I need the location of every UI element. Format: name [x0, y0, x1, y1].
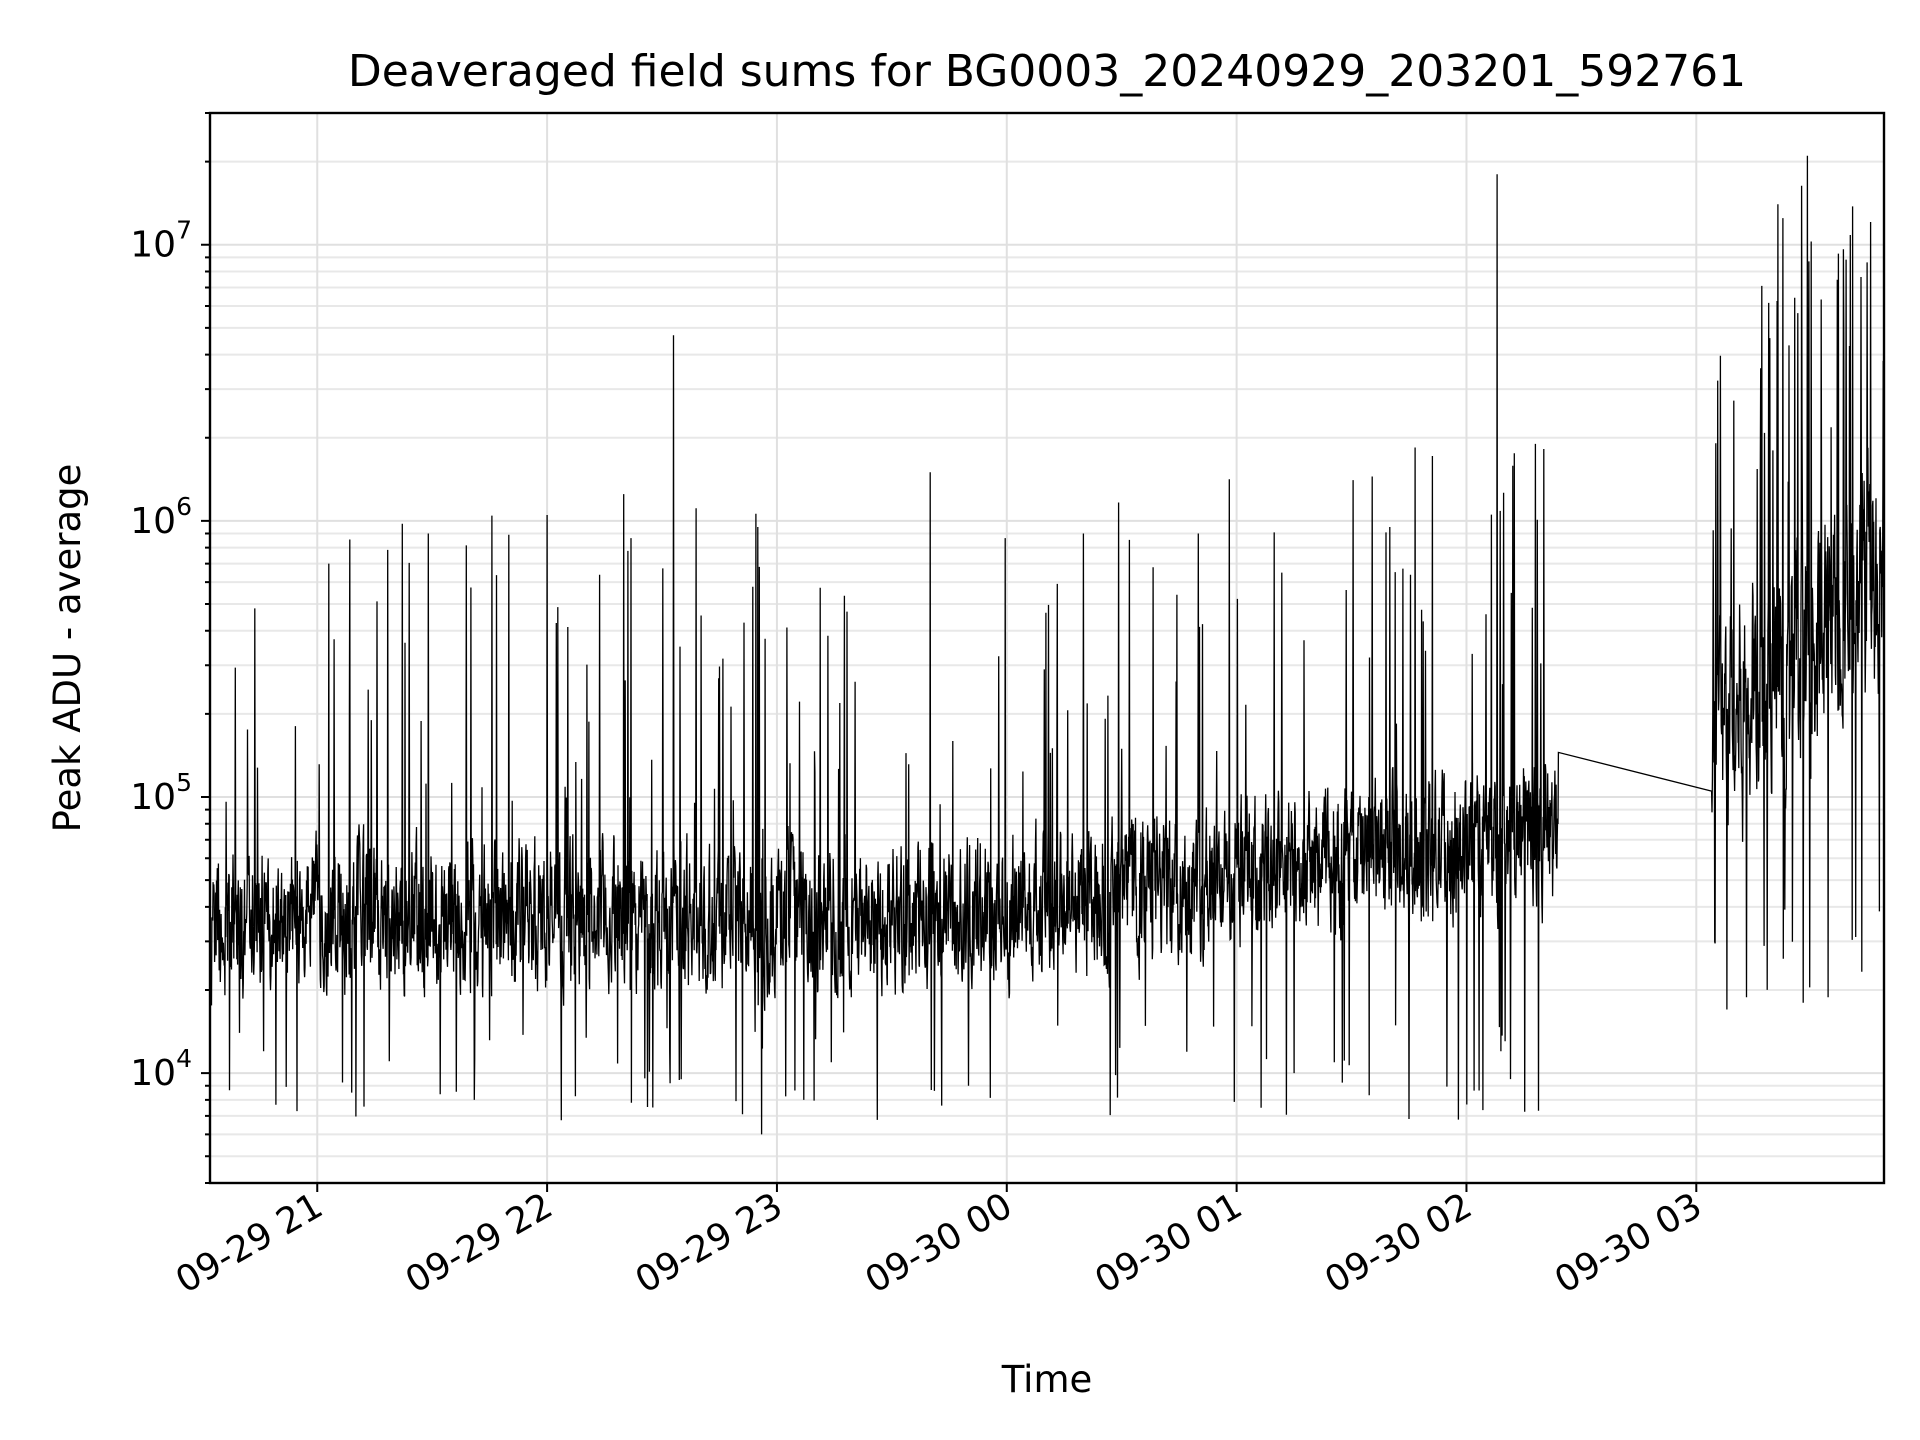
y-tick-base: 10: [130, 225, 176, 266]
series-layer: [209, 155, 1885, 1135]
y-tick-base: 10: [130, 777, 176, 818]
y-tick-base: 10: [130, 501, 176, 542]
y-tick-base: 10: [130, 1053, 176, 1094]
y-tick-exponent: 6: [176, 492, 192, 521]
x-axis-label: Time: [1001, 1358, 1093, 1401]
y-tick-label: 105: [130, 768, 192, 818]
y-axis-label: Peak ADU - average: [46, 464, 89, 833]
y-tick-label: 106: [130, 492, 192, 542]
y-tick-exponent: 5: [176, 768, 192, 797]
chart-title: Deaveraged field sums for BG0003_2024092…: [348, 46, 1746, 97]
y-tick-label: 104: [130, 1044, 192, 1094]
plot-frame: [208, 111, 1886, 1185]
y-tick-exponent: 4: [176, 1044, 192, 1073]
series-line: [209, 155, 1885, 1135]
y-tick-exponent: 7: [176, 216, 192, 245]
y-tick-label: 107: [130, 216, 192, 266]
